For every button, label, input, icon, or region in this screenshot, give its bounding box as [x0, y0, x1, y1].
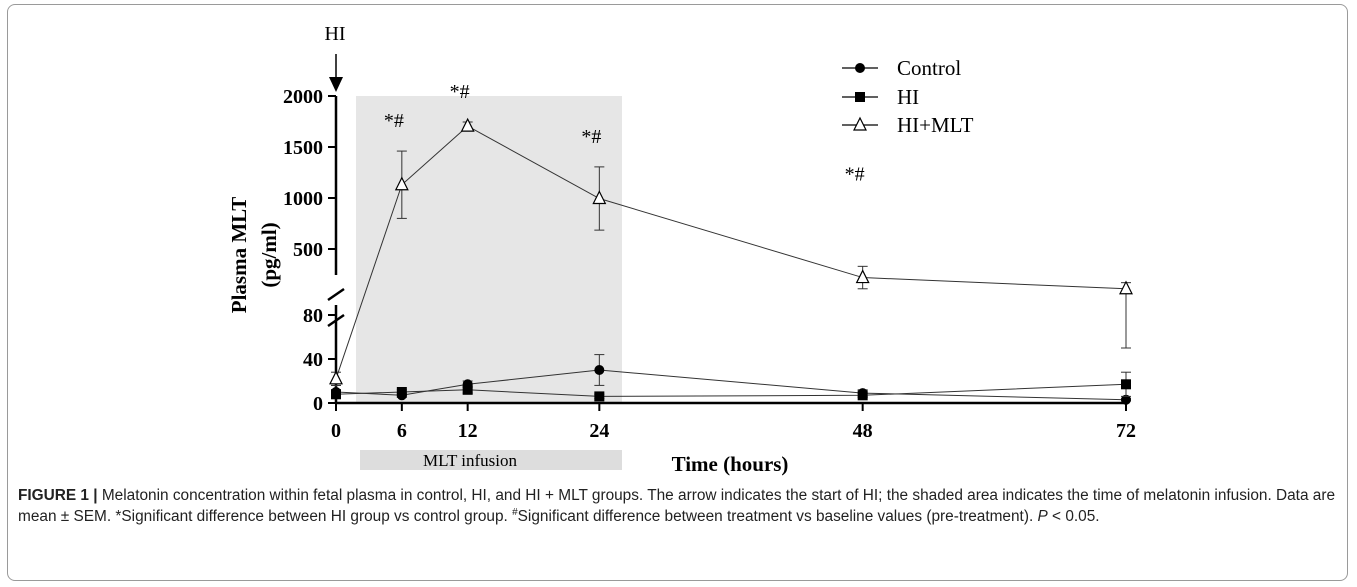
- data-point: [594, 391, 605, 402]
- infusion-bar: [360, 450, 622, 470]
- y-tick-label: 0: [313, 393, 323, 415]
- legend-item-control: Control: [842, 56, 961, 80]
- y-tick-label: 500: [293, 239, 323, 261]
- data-point: [394, 176, 409, 191]
- y-axis-label-line1: Plasma MLT: [227, 197, 251, 313]
- x-tick-label: 6: [397, 420, 407, 442]
- legend: Control HI HI+MLT: [842, 56, 974, 137]
- x-tick-label: 0: [331, 420, 341, 442]
- plasma-mlt-chart: MLT infusion HI 0 40 80 500 1000 1500 2000 0 6 1…: [227, 23, 1136, 476]
- data-point: [594, 365, 605, 375]
- caption-text: Melatonin concentration within fetal pla…: [18, 487, 1336, 525]
- caption-figure-label: FIGURE 1 |: [18, 487, 98, 504]
- series-hi-mlt: [329, 117, 1133, 386]
- data-point: [592, 190, 607, 205]
- legend-label-hi-mlt: HI+MLT: [897, 113, 974, 137]
- caption-hash-superscript: #: [512, 506, 518, 518]
- data-point: [460, 117, 475, 132]
- data-point: [331, 389, 341, 400]
- data-point: [396, 387, 407, 397]
- series-line: [335, 125, 1127, 379]
- x-tick-label: 48: [853, 420, 873, 442]
- y-tick-label: 2000: [283, 86, 323, 108]
- series-hi: [331, 371, 1131, 402]
- infusion-shaded-area: [356, 96, 622, 402]
- y-tick-label: 1500: [283, 137, 323, 159]
- series-line: [335, 383, 1127, 397]
- x-tick-label: 12: [458, 420, 478, 442]
- data-point: [1119, 280, 1133, 295]
- hi-arrow-head: [329, 77, 343, 92]
- data-point: [857, 390, 868, 401]
- legend-label-hi: HI: [897, 85, 919, 109]
- y-axis-label-line2: (pg/ml): [257, 222, 281, 287]
- significance-label: *#: [450, 81, 470, 103]
- x-axis-label: Time (hours): [672, 452, 789, 476]
- caption-p-symbol: P: [1037, 508, 1048, 525]
- hi-arrow-label: HI: [324, 23, 345, 45]
- data-point: [855, 269, 870, 284]
- y-tick-label: 80: [303, 305, 323, 327]
- figure-caption: FIGURE 1 | Melatonin concentration withi…: [18, 485, 1336, 527]
- caption-text-2: Significant difference between treatment…: [517, 508, 1038, 525]
- x-tick-label: 24: [589, 420, 609, 442]
- significance-label: *#: [845, 163, 865, 185]
- legend-label-control: Control: [897, 56, 961, 80]
- data-point: [329, 370, 343, 385]
- series-line: [335, 369, 1127, 401]
- infusion-label: MLT infusion: [423, 451, 517, 470]
- caption-text-3: < 0.05.: [1047, 508, 1100, 525]
- legend-item-hi-mlt: HI+MLT: [842, 113, 974, 137]
- significance-label: *#: [581, 126, 601, 148]
- y-tick-label: 1000: [283, 188, 323, 210]
- significance-label: *#: [384, 110, 404, 132]
- axis-break-marks: [327, 287, 345, 328]
- data-point: [1121, 394, 1131, 405]
- data-point: [462, 384, 473, 395]
- legend-item-hi: HI: [842, 85, 919, 109]
- data-point: [1121, 379, 1131, 390]
- x-tick-label: 72: [1116, 420, 1136, 442]
- y-tick-label: 40: [303, 349, 323, 371]
